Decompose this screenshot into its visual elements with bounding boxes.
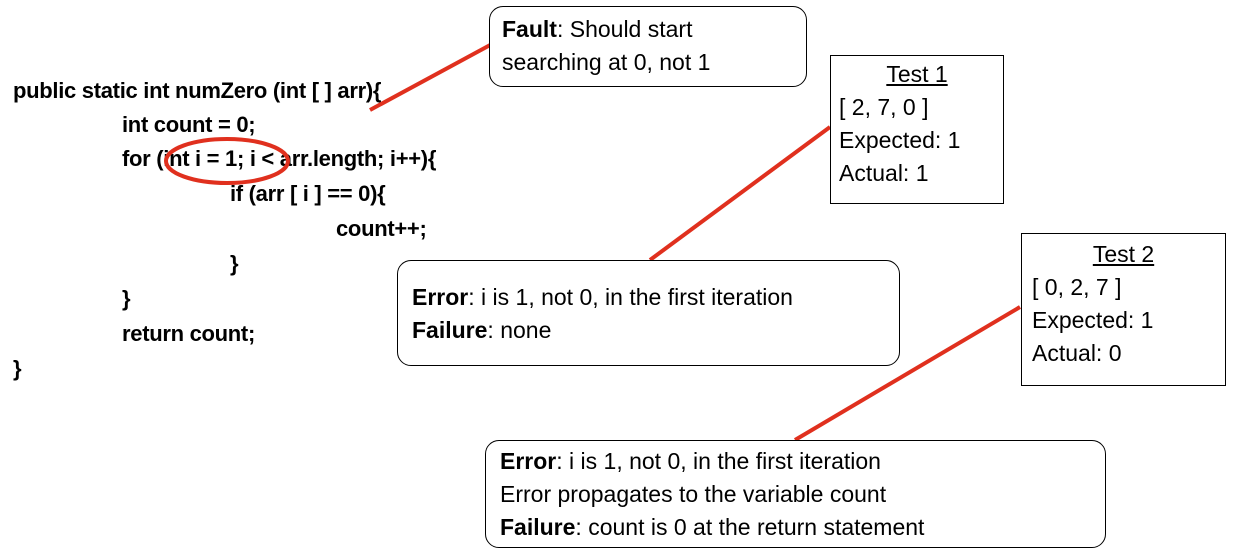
test1-box: Test 1 [ 2, 7, 0 ] Expected: 1 Actual: 1 [830, 55, 1004, 204]
fault-connector-line [369, 42, 493, 112]
fault-line-1: Fault: Should start [502, 13, 794, 46]
code-line-if: if (arr [ i ] == 0){ [230, 181, 386, 206]
error2-failure-line: Failure: count is 0 at the return statem… [500, 511, 1091, 544]
code-line-return: return count; [122, 321, 255, 346]
code-line-count-init: int count = 0; [122, 112, 256, 137]
error2-propagation-line: Error propagates to the variable count [500, 481, 887, 507]
fault-highlight-circle [164, 137, 290, 185]
test1-connector-line [648, 125, 832, 262]
error-callout-test1: Error: i is 1, not 0, in the first itera… [397, 260, 900, 366]
code-line-if-close: } [230, 251, 239, 276]
test2-input: [ 0, 2, 7 ] [1032, 274, 1122, 300]
error1-failure-text: : none [487, 317, 552, 343]
test1-title: Test 1 [886, 61, 948, 87]
fault-line-2: searching at 0, not 1 [502, 49, 711, 75]
test2-connector-line [793, 305, 1022, 442]
fault-callout: Fault: Should start searching at 0, not … [489, 6, 807, 87]
code-line-signature: public static int numZero (int [ ] arr){ [13, 78, 382, 103]
fault-text-1: : Should start [556, 16, 693, 42]
test2-box: Test 2 [ 0, 2, 7 ] Expected: 1 Actual: 0 [1021, 233, 1226, 386]
error2-failure-text: : count is 0 at the return statement [575, 514, 925, 540]
test2-title: Test 2 [1092, 241, 1155, 267]
error2-error-text: : i is 1, not 0, in the first iteration [556, 448, 881, 474]
error1-error-line: Error: i is 1, not 0, in the first itera… [412, 281, 885, 314]
code-line-for-close: } [122, 286, 131, 311]
fault-label: Fault [502, 16, 557, 42]
error1-error-text: : i is 1, not 0, in the first iteration [468, 284, 793, 310]
error-callout-test2: Error: i is 1, not 0, in the first itera… [485, 440, 1106, 548]
code-line-increment: count++; [336, 216, 427, 241]
error2-error-line: Error: i is 1, not 0, in the first itera… [500, 445, 1091, 478]
error2-error-label: Error [500, 448, 557, 474]
test1-input: [ 2, 7, 0 ] [839, 94, 929, 120]
code-line-method-close: } [13, 356, 22, 381]
error1-failure-line: Failure: none [412, 314, 885, 347]
test1-actual: Actual: 1 [839, 160, 929, 186]
test2-actual: Actual: 0 [1032, 340, 1122, 366]
code-line-for-loop: for (int i = 1; i < arr.length; i++){ [122, 146, 437, 171]
test2-expected: Expected: 1 [1032, 307, 1154, 333]
error1-failure-label: Failure [412, 317, 488, 343]
error1-error-label: Error [412, 284, 469, 310]
error2-failure-label: Failure [500, 514, 576, 540]
test1-expected: Expected: 1 [839, 127, 961, 153]
